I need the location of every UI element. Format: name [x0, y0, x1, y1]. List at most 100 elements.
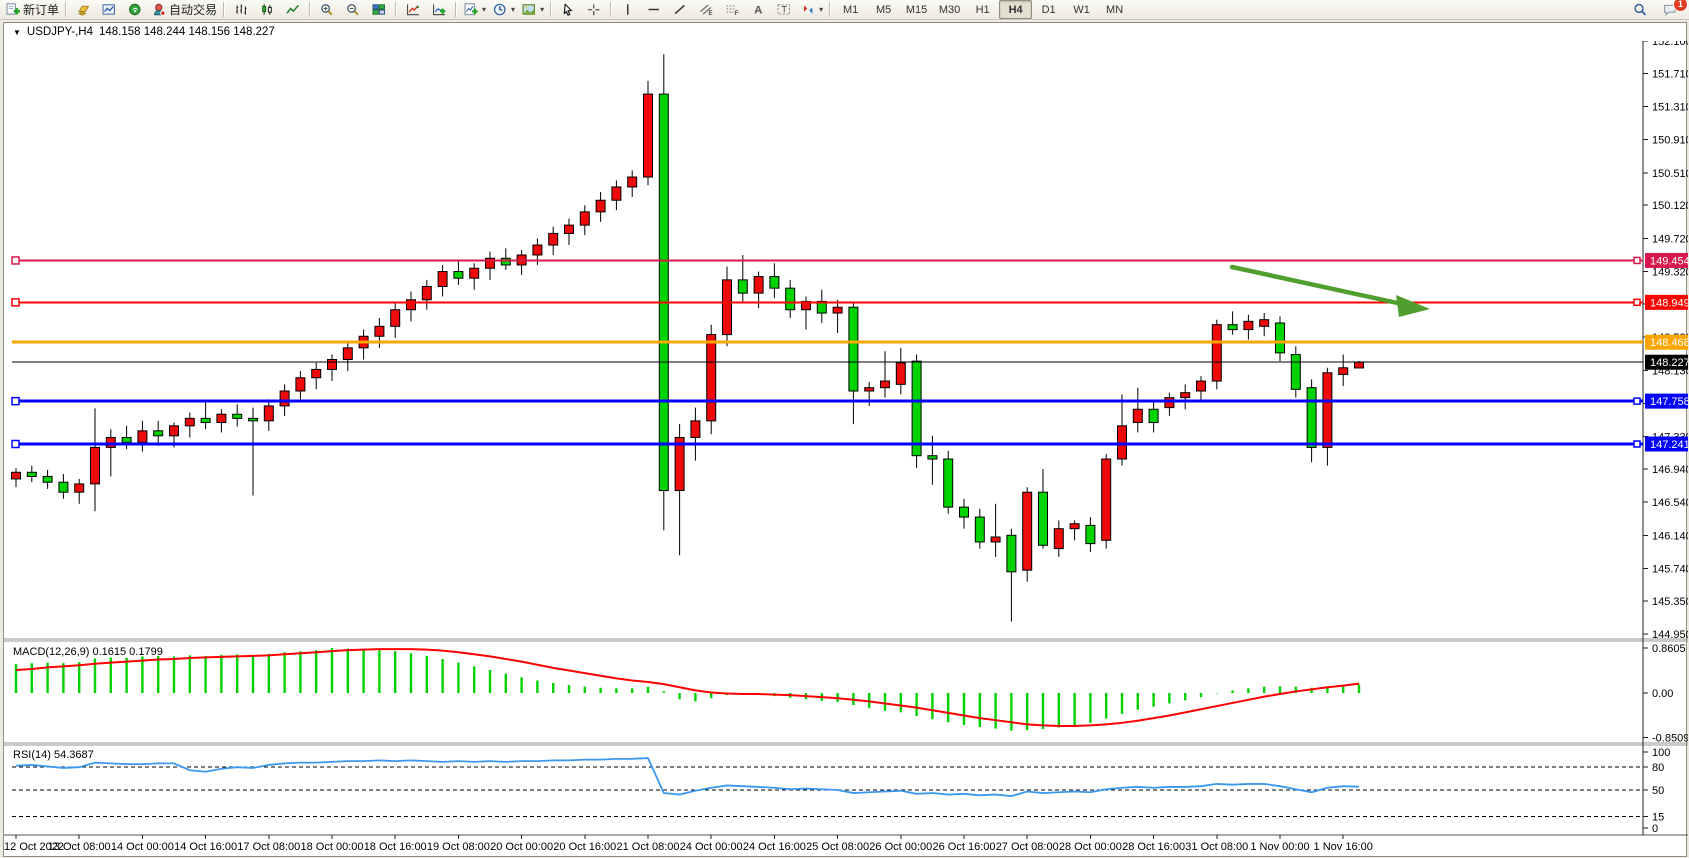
new-order-button[interactable]: 新订单 [2, 0, 62, 20]
periods-clock-dropdown-icon[interactable]: ▾ [511, 5, 516, 14]
crosshair-button[interactable] [581, 0, 607, 20]
timeframe-m1-button[interactable]: M1 [842, 3, 859, 16]
new-order-icon [5, 3, 21, 16]
search-button[interactable] [1627, 0, 1653, 20]
quotes-button[interactable] [70, 0, 96, 20]
svg-text:19 Oct 08:00: 19 Oct 08:00 [427, 841, 490, 853]
rsi-line [15, 757, 1360, 797]
chat-button[interactable]: 1 [1657, 0, 1688, 20]
text-button[interactable]: A [745, 0, 771, 20]
indicator-list-button[interactable] [400, 0, 426, 20]
svg-text:50: 50 [1652, 785, 1664, 797]
timeframe-m15-button[interactable]: M15 [905, 3, 928, 16]
cursor-button[interactable] [555, 0, 581, 20]
bar-chart-icon [233, 3, 249, 16]
candles [11, 54, 1364, 622]
tile-windows-icon [371, 3, 387, 16]
timeframe-m30-button[interactable]: M30 [938, 3, 961, 16]
candlestick-button[interactable] [254, 0, 280, 20]
hline-handle-right[interactable] [1633, 256, 1641, 265]
trendline-icon [672, 3, 688, 16]
arrows-dropdown-icon[interactable]: ▾ [819, 5, 824, 14]
text-label-button[interactable]: T [771, 0, 797, 20]
svg-text:145.350: 145.350 [1652, 596, 1688, 608]
bar-chart-button[interactable] [228, 0, 254, 20]
indicator-add-button[interactable] [426, 0, 452, 20]
svg-text:28 Oct 16:00: 28 Oct 16:00 [1122, 841, 1185, 853]
quotes-icon [75, 3, 91, 16]
hline-handle-right[interactable] [1633, 440, 1641, 448]
svg-text:T: T [781, 5, 787, 15]
vertical-line-button[interactable] [615, 0, 641, 20]
rsi-label: RSI(14) 54.3687 [13, 749, 94, 761]
timeframe-h4-button[interactable]: H4 [999, 0, 1033, 19]
tile-windows-button[interactable] [366, 0, 392, 20]
chart-symbol-title: USDJPY-,H4 [26, 26, 93, 38]
svg-text:E: E [708, 10, 712, 16]
svg-text:1 Nov 16:00: 1 Nov 16:00 [1314, 841, 1373, 853]
svg-text:12 Oct 2022: 12 Oct 2022 [4, 841, 64, 853]
hline-handle-right[interactable] [1633, 298, 1641, 307]
templates-icon [521, 3, 537, 16]
svg-text:24 Oct 00:00: 24 Oct 00:00 [680, 841, 743, 853]
signals-icon [127, 3, 143, 16]
svg-text:151.310: 151.310 [1652, 102, 1688, 114]
trendline-button[interactable] [667, 0, 693, 20]
templates-button[interactable]: ▾ [518, 0, 547, 20]
price-badge-147.758: 147.758 [1645, 393, 1688, 409]
hline-handle-right[interactable] [1633, 397, 1641, 405]
autotrade-label: 自动交易 [169, 3, 218, 17]
charts-button[interactable] [96, 0, 122, 20]
arrows-button[interactable]: ▾ [797, 0, 826, 20]
zoom-out-icon [345, 3, 361, 16]
toolbar-separator [395, 2, 398, 17]
equidistant-channel-button[interactable]: E [693, 0, 719, 20]
svg-text:149.720: 149.720 [1652, 233, 1688, 245]
line-chart-button[interactable] [280, 0, 306, 20]
periods-clock-button[interactable]: ▾ [489, 0, 518, 20]
price-badge-147.241: 147.241 [1645, 436, 1688, 452]
svg-text:151.710: 151.710 [1652, 68, 1688, 80]
svg-text:149.454: 149.454 [1650, 255, 1688, 267]
trend-arrow[interactable] [1229, 264, 1430, 317]
arrows-icon [800, 3, 816, 16]
timeframe-m5-button[interactable]: M5 [875, 3, 892, 16]
price-badge-148.949: 148.949 [1645, 294, 1688, 310]
svg-text:144.950: 144.950 [1652, 629, 1688, 641]
hline-handle-left[interactable] [11, 256, 20, 265]
horizontal-line-button[interactable] [641, 0, 667, 20]
chart-collapse-icon[interactable]: ▼ [13, 27, 21, 37]
hline-handle-left[interactable] [11, 439, 20, 449]
svg-text:150.120: 150.120 [1652, 200, 1688, 212]
timeframe-d1-button[interactable]: D1 [1041, 3, 1056, 16]
svg-text:14 Oct 16:00: 14 Oct 16:00 [174, 841, 237, 853]
signals-button[interactable] [122, 0, 148, 20]
timeframe-toolbar: M1 M5 M15 M30 H1 H4 D1 W1 MN [834, 0, 1131, 19]
svg-text:-0.8509: -0.8509 [1652, 733, 1688, 745]
timeframe-mn-button[interactable]: MN [1106, 3, 1124, 16]
new-chart-dropdown-icon[interactable]: ▾ [482, 5, 487, 14]
svg-text:146.540: 146.540 [1652, 497, 1688, 509]
fibonacci-button[interactable]: F [719, 0, 745, 20]
text-label-icon: T [776, 3, 792, 16]
hline-handle-left[interactable] [11, 396, 20, 406]
svg-text:150.910: 150.910 [1652, 135, 1688, 147]
timeframe-w1-button[interactable]: W1 [1073, 3, 1090, 16]
zoom-in-button[interactable] [314, 0, 340, 20]
templates-dropdown-icon[interactable]: ▾ [540, 5, 545, 14]
svg-text:18 Oct 00:00: 18 Oct 00:00 [301, 841, 364, 853]
chart-canvas[interactable]: 152.100 151.710 151.310 150.910 150.510 150.1… [4, 41, 1688, 857]
autotrade-button[interactable]: 自动交易 [148, 0, 220, 20]
zoom-out-button[interactable] [340, 0, 366, 20]
new-chart-button[interactable]: ▾ [460, 0, 489, 20]
svg-text:17 Oct 08:00: 17 Oct 08:00 [237, 841, 300, 853]
svg-text:147.758: 147.758 [1650, 396, 1688, 408]
hline-handle-left[interactable] [11, 298, 20, 307]
svg-text:31 Oct 08:00: 31 Oct 08:00 [1185, 841, 1248, 853]
notification-badge: 1 [1673, 0, 1688, 12]
timeframe-h1-button[interactable]: H1 [975, 3, 990, 16]
charts-icon [101, 3, 117, 16]
svg-text:150.510: 150.510 [1652, 168, 1688, 180]
candlestick-icon [259, 3, 275, 16]
